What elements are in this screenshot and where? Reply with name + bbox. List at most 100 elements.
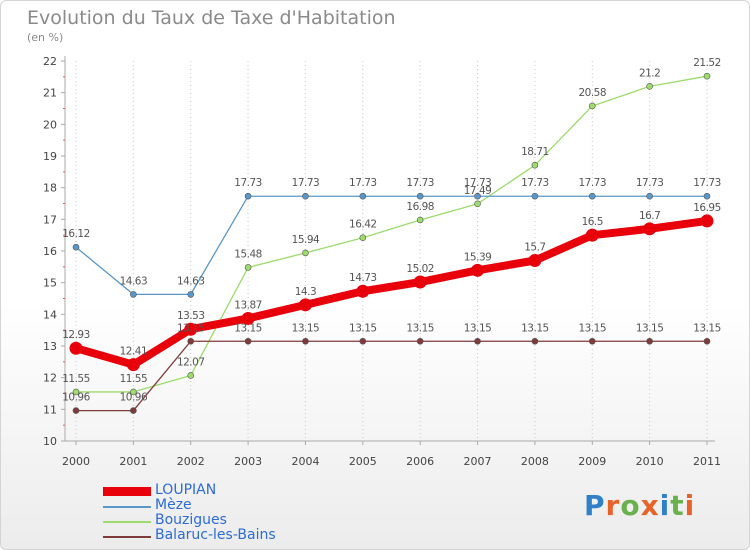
data-point [244,337,252,345]
x-tick-label: 2000 [62,455,90,468]
data-label: 10.96 [62,392,90,404]
data-label: 16.7 [639,210,660,222]
data-label: 14.63 [120,275,148,287]
data-point [241,311,255,325]
data-label: 21.52 [693,57,721,69]
data-label: 17.73 [464,177,492,189]
data-point [416,337,424,345]
data-point [531,192,539,200]
data-point [130,407,137,414]
data-point [298,298,312,312]
y-tick-label: 18 [43,182,57,195]
chart-subtitle: (en %) [27,31,64,44]
data-label: 10.96 [120,392,148,404]
x-tick-label: 2009 [578,455,606,468]
legend-label-balaruc: Balaruc-les-Bains [155,527,276,543]
y-tick-label: 22 [43,55,57,68]
y-tick-label: 11 [43,403,57,416]
data-label: 15.94 [292,234,320,246]
data-point [646,83,653,90]
data-point [72,407,80,414]
legend-label-meze: Mèze [155,497,192,513]
data-point [643,222,657,236]
data-label: 12.07 [177,356,205,368]
series-line-loupian [72,216,711,369]
legend-swatch-loupian [103,487,151,496]
data-label: 16.12 [62,228,90,240]
data-point [531,337,539,345]
data-label: 16.95 [693,202,721,214]
data-label: 13.15 [578,322,606,334]
data-point [244,264,252,271]
data-point [130,291,137,298]
data-label: 16.42 [349,219,377,231]
data-point [359,192,367,200]
data-point [588,102,596,110]
data-point [703,337,711,345]
x-tick-label: 2006 [406,455,434,468]
data-point [356,284,370,298]
y-tick-label: 19 [43,150,57,163]
data-label: 13.53 [177,310,205,322]
legend-swatch-meze [103,506,151,508]
data-label: 13.15 [464,322,492,334]
x-tick-label: 2010 [636,455,664,468]
y-tick-label: 16 [43,245,57,258]
y-tick-label: 12 [43,372,57,385]
data-label: 17.73 [521,177,549,189]
data-label: 12.41 [120,346,148,358]
data-label: 21.2 [639,67,660,79]
data-label: 17.49 [464,185,492,197]
logo-letter: r [605,489,621,522]
data-label: 17.73 [406,177,434,189]
data-point [359,337,367,345]
data-point [130,388,137,396]
data-label: 11.55 [120,373,148,385]
data-label: 11.55 [62,373,90,385]
x-tick-label: 2003 [234,455,262,468]
data-point [471,263,485,277]
series-line-bouzigues [75,75,708,393]
data-label: 15.48 [234,248,262,260]
data-label: 13.15 [349,322,377,334]
data-label: 17.73 [349,177,377,189]
data-point [72,243,80,251]
logo-letter: i [659,489,671,522]
data-label: 20.58 [578,87,606,99]
data-point [187,337,195,345]
line-chart: 10 11 12 13 14 15 16 17 18 19 20 21 22 2000 2001 2002 20… [43,55,721,468]
data-label: 12.93 [62,329,90,341]
legend-label-bouzigues: Bouzigues [155,512,227,528]
data-label: 14.73 [349,272,377,284]
legend-swatch-bouzigues [103,521,151,523]
data-point [528,254,542,267]
chart-title: Evolution du Taux de Taxe d'Habitation [27,7,396,29]
data-label: 18.71 [521,146,549,158]
data-point [703,72,711,80]
x-tick-label: 2005 [349,455,377,468]
data-label: 13.15 [636,322,664,334]
y-tick-label: 21 [43,87,57,100]
x-tick-label: 2011 [693,455,721,468]
logo-letter: i [684,489,696,522]
y-tick-label: 20 [43,118,57,131]
logo-letter: o [620,489,641,522]
series-line-balaruc-les-bains [75,340,708,412]
data-point [69,341,83,355]
data-label: 15.39 [464,251,492,263]
data-point [416,192,424,200]
data-point [646,337,653,345]
data-label: 17.73 [578,177,606,189]
logo-letter: t [670,489,685,522]
data-point [302,337,309,345]
data-label: 17.73 [693,177,721,189]
data-point [244,192,252,200]
data-point [187,291,195,298]
logo-letter: x [640,489,660,522]
data-point [703,192,711,200]
data-label: 13.15 [292,322,320,334]
data-point [359,234,367,241]
series-line-m-ze [75,195,708,296]
data-point [302,192,309,200]
data-label: 15.02 [406,263,434,275]
